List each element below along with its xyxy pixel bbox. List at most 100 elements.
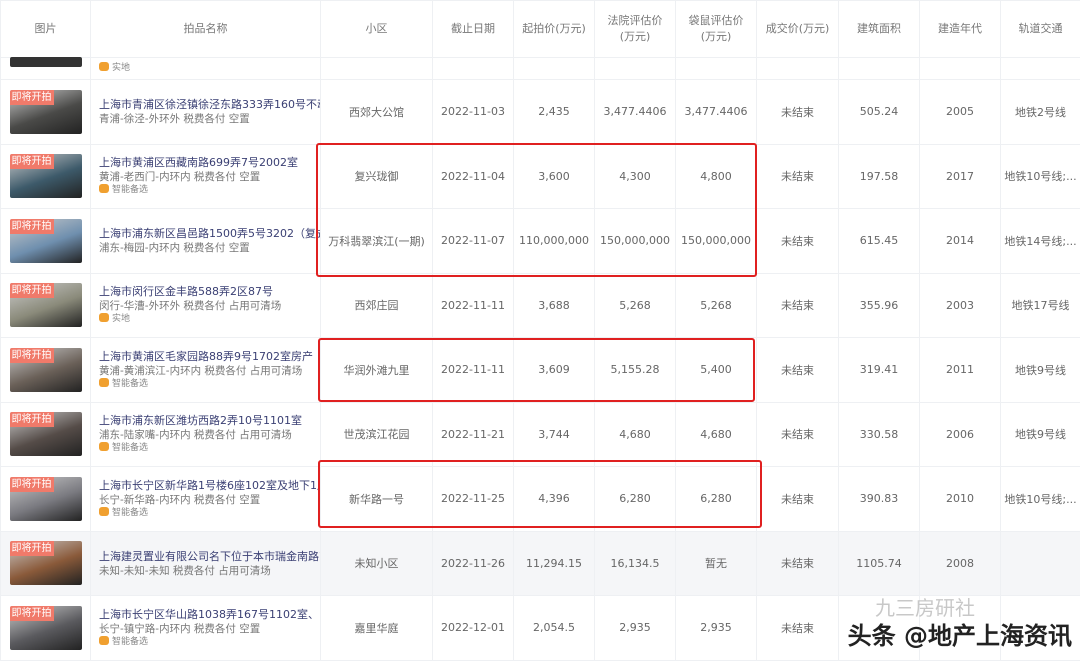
property-title-link[interactable]: 上海市黄浦区毛家园路88弄9号1702室房产 (99, 349, 320, 364)
cell-name: 上海市黄浦区毛家园路88弄9号1702室房产黄浦-黄浦滨江-内环内 税费各付 占… (91, 338, 321, 403)
cell-year: 2006 (920, 402, 1001, 467)
table-row[interactable]: 即将开拍 上海市长宁区新华路1号楼6座102室及地下1层车长宁-新华路-内环内 税… (1, 467, 1080, 532)
cell-start: 11,294.15 (514, 531, 595, 596)
cell-area: 390.83 (839, 467, 920, 532)
cell-image: 即将开拍 (1, 144, 91, 209)
property-thumbnail[interactable]: 即将开拍 (10, 283, 82, 327)
table-row[interactable]: 即将开拍上海市黄浦区西藏南路699弄7号2002室黄浦-老西门-内环内 税费各付… (1, 144, 1080, 209)
cell-name: 上海市青浦区徐泾镇徐泾东路333弄160号不动产青浦-徐泾-外环外 税费各付 空… (91, 80, 321, 145)
cell-area: 1105.74 (839, 531, 920, 596)
upcoming-badge: 即将开拍 (10, 348, 54, 363)
cell-empty (595, 58, 676, 80)
col-year-header: 建造年代 (920, 1, 1001, 58)
cell-empty (839, 58, 920, 80)
property-thumbnail[interactable]: 即将开拍 (10, 477, 82, 521)
cell-court: 4,680 (595, 402, 676, 467)
col-metro-header: 轨道交通 (1001, 1, 1080, 58)
tag-label: 智能备选 (112, 443, 148, 453)
cell-image: 即将开拍 (1, 596, 91, 661)
property-title-link[interactable]: 上海市浦东新区昌邑路1500弄5号3202（复式） (99, 226, 320, 241)
tag: 实地 (99, 313, 320, 326)
cell-kangaroo: 150,000,000 (676, 209, 757, 274)
cell-date: 2022-11-25 (433, 467, 514, 532)
cell-start: 3,600 (514, 144, 595, 209)
col-kangaroo-price-header: 袋鼠评估价 (万元) (676, 1, 757, 58)
property-title-link[interactable]: 上海市浦东新区潍坊西路2弄10号1101室 (99, 413, 320, 428)
tag: 智能备选 (99, 636, 320, 649)
onsite-tag: 实地 (99, 62, 320, 75)
cell-community: 复兴珑御 (321, 144, 433, 209)
cell-date: 2022-11-07 (433, 209, 514, 274)
cell-deal: 未结束 (757, 209, 839, 274)
cell-court: 150,000,000 (595, 209, 676, 274)
property-thumbnail[interactable]: 即将开拍 (10, 348, 82, 392)
robot-icon (99, 442, 109, 451)
table-row[interactable]: 即将开拍上海市闵行区金丰路588弄2区87号闵行-华漕-外环外 税费各付 占用可… (1, 273, 1080, 338)
cell-community: 华润外滩九里 (321, 338, 433, 403)
cell-area: 197.58 (839, 144, 920, 209)
tag: 智能备选 (99, 507, 320, 520)
property-title-link[interactable]: 上海市黄浦区西藏南路699弄7号2002室 (99, 155, 320, 170)
upcoming-badge: 即将开拍 (10, 90, 54, 105)
property-meta: 未知-未知-未知 税费各付 占用可清场 (99, 564, 320, 578)
property-thumbnail (10, 57, 82, 67)
cell-name: 上海市浦东新区昌邑路1500弄5号3202（复式）浦东-梅园-内环内 税费各付 … (91, 209, 321, 274)
table-row[interactable]: 即将开拍 上海市青浦区徐泾镇徐泾东路333弄160号不动产青浦-徐泾-外环外 税费… (1, 80, 1080, 145)
cell-date: 2022-11-26 (433, 531, 514, 596)
cell-empty (1001, 58, 1080, 80)
property-thumbnail[interactable]: 即将开拍 (10, 219, 82, 263)
robot-icon (99, 636, 109, 645)
cell-court: 6,280 (595, 467, 676, 532)
property-thumbnail[interactable]: 即将开拍 (10, 90, 82, 134)
property-title-link[interactable]: 上海市闵行区金丰路588弄2区87号 (99, 284, 320, 299)
property-thumbnail[interactable]: 即将开拍 (10, 541, 82, 585)
cell-image: 即将开拍 (1, 80, 91, 145)
tag-label: 智能备选 (112, 637, 148, 647)
cell-date: 2022-12-01 (433, 596, 514, 661)
cell-empty (321, 58, 433, 80)
cell-start: 4,396 (514, 467, 595, 532)
cell-court: 3,477.4406 (595, 80, 676, 145)
cell-year: 2014 (920, 209, 1001, 274)
cell-metro: 地铁17号线 (1001, 273, 1080, 338)
cell-area: 319.41 (839, 338, 920, 403)
property-title-link[interactable]: 上海市青浦区徐泾镇徐泾东路333弄160号不动产 (99, 97, 320, 112)
cell-start: 3,744 (514, 402, 595, 467)
property-title-link[interactable]: 上海市长宁区华山路1038弄167号1102室、165 (99, 607, 320, 622)
col-name-header: 拍品名称 (91, 1, 321, 58)
col-deadline-header: 截止日期 (433, 1, 514, 58)
cell-area: 615.45 (839, 209, 920, 274)
cell-name: 实地 (91, 58, 321, 80)
table-row[interactable]: 即将开拍上海市浦东新区昌邑路1500弄5号3202（复式）浦东-梅园-内环内 税… (1, 209, 1080, 274)
cell-start: 3,688 (514, 273, 595, 338)
property-thumbnail[interactable]: 即将开拍 (10, 412, 82, 456)
cell-empty (920, 58, 1001, 80)
property-title-link[interactable]: 上海市长宁区新华路1号楼6座102室及地下1层车 (99, 478, 320, 493)
cell-court: 4,300 (595, 144, 676, 209)
property-thumbnail[interactable]: 即将开拍 (10, 154, 82, 198)
table-header: 图片拍品名称小区截止日期起拍价(万元)法院评估价 (万元)袋鼠评估价 (万元)成… (1, 1, 1080, 58)
cell-area: 505.24 (839, 80, 920, 145)
cell-start: 3,609 (514, 338, 595, 403)
tag-label: 实地 (112, 314, 130, 324)
upcoming-badge: 即将开拍 (10, 412, 54, 427)
table-row-partial: 实地 (1, 58, 1080, 80)
cell-name: 上海市黄浦区西藏南路699弄7号2002室黄浦-老西门-内环内 税费各付 空置智… (91, 144, 321, 209)
property-thumbnail[interactable]: 即将开拍 (10, 606, 82, 650)
table-row[interactable]: 即将开拍上海市浦东新区潍坊西路2弄10号1101室浦东-陆家嘴-内环内 税费各付… (1, 402, 1080, 467)
cell-area: 330.58 (839, 402, 920, 467)
cell-deal: 未结束 (757, 402, 839, 467)
upcoming-badge: 即将开拍 (10, 283, 54, 298)
robot-icon (99, 507, 109, 516)
property-title-link[interactable]: 上海建灵置业有限公司名下位于本市瑞金南路75 (99, 549, 320, 564)
tag: 智能备选 (99, 442, 320, 455)
property-meta: 长宁-新华路-内环内 税费各付 空置 (99, 493, 320, 507)
cell-community: 世茂滨江花园 (321, 402, 433, 467)
table-row[interactable]: 即将开拍 上海市黄浦区毛家园路88弄9号1702室房产黄浦-黄浦滨江-内环内 税费… (1, 338, 1080, 403)
cell-community: 嘉里华庭 (321, 596, 433, 661)
cell-date: 2022-11-04 (433, 144, 514, 209)
cell-court: 2,935 (595, 596, 676, 661)
